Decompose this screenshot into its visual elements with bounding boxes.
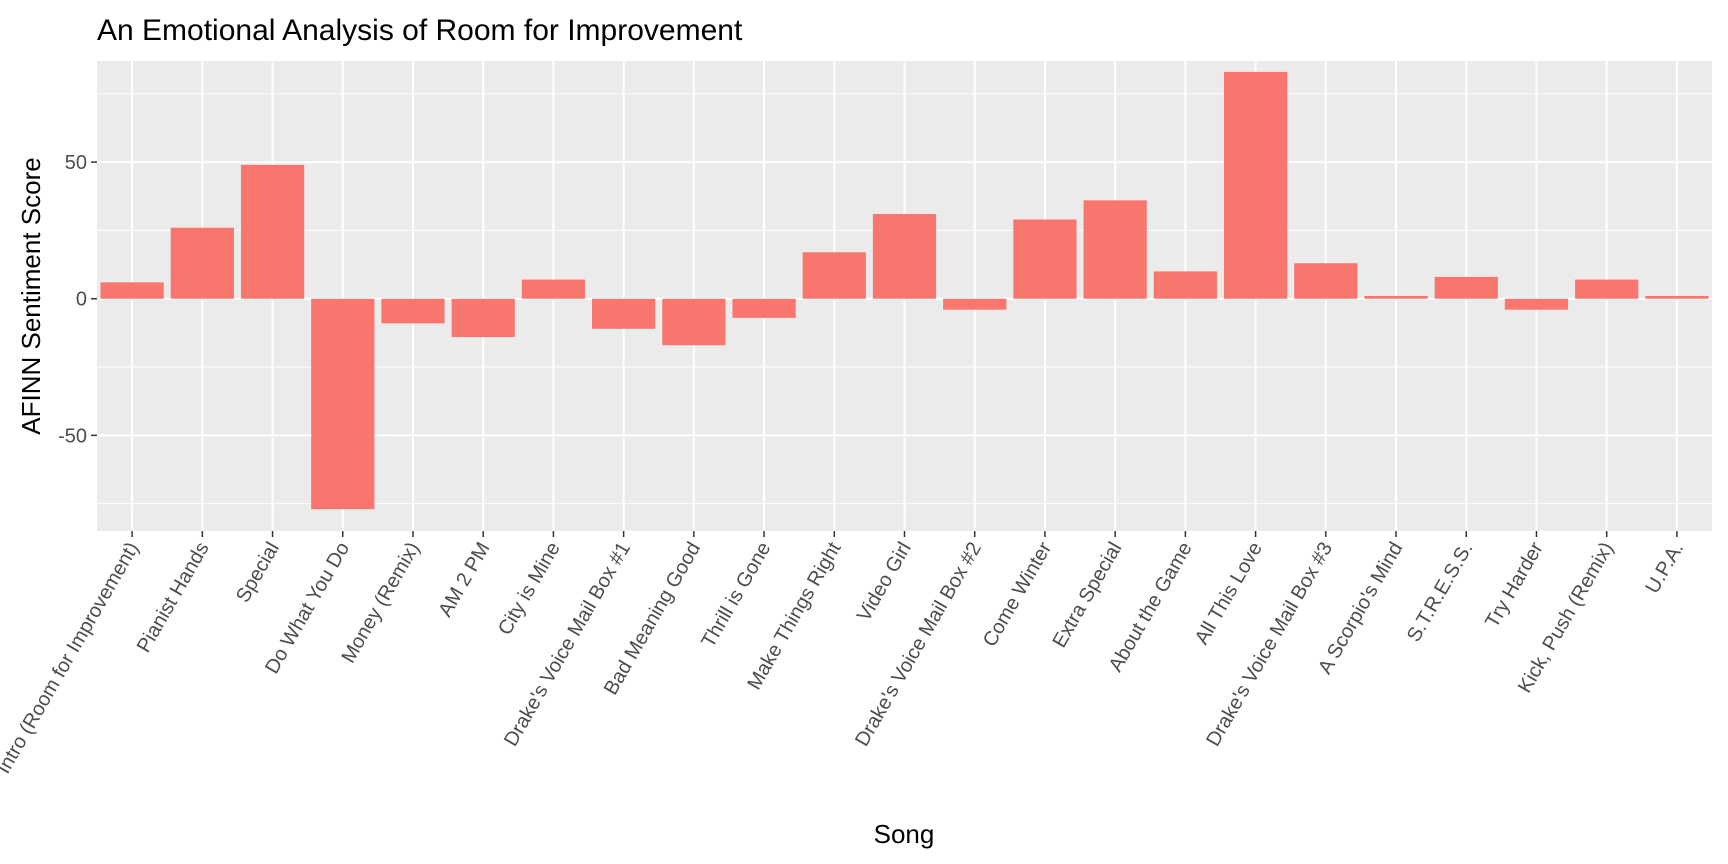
y-tick-label: 0 (76, 289, 87, 311)
bar (1504, 298, 1569, 310)
x-tick-label: S.T.R.E.S.S. (1403, 539, 1478, 646)
x-tick-label: U.P.A. (1642, 539, 1689, 598)
chart-title: An Emotional Analysis of Room for Improv… (97, 14, 743, 47)
bar (170, 227, 234, 299)
plot-area (97, 61, 1712, 531)
x-tick-label: Try Harder (1481, 538, 1548, 631)
y-axis: -50 0 50 (58, 152, 97, 447)
bar (100, 282, 164, 299)
bar (802, 252, 866, 299)
bar (521, 279, 586, 299)
x-tick-label: Drake's Voice Mail Box #3 (1202, 539, 1337, 751)
x-tick-label: Pianist Hands (133, 539, 214, 657)
bar (311, 298, 375, 510)
bar (1575, 279, 1639, 299)
x-tick-label: All This Love (1191, 539, 1267, 649)
x-tick-label: Intro (Room for Improvement) (0, 539, 143, 778)
x-tick-label: Video Girl (853, 539, 916, 626)
bar (592, 298, 656, 329)
x-axis-title: Song (874, 819, 935, 849)
x-tick-label: AM 2 PM (434, 539, 494, 621)
y-tick-label: -50 (58, 425, 87, 447)
x-tick-label: City is Mine (494, 539, 565, 640)
bar (732, 298, 796, 318)
bar (662, 298, 726, 346)
bar (1083, 200, 1147, 299)
x-tick-label: Come Winter (979, 538, 1057, 650)
bar (1434, 276, 1498, 299)
bar (1013, 219, 1077, 299)
bar (240, 164, 305, 299)
bars (100, 71, 1709, 510)
bar (1364, 296, 1428, 299)
bar (381, 298, 445, 324)
bar (1153, 271, 1217, 299)
x-tick-label: Extra Special (1049, 539, 1127, 652)
x-tick-label: Special (232, 539, 284, 607)
y-tick-label: 50 (65, 152, 87, 174)
bar (1223, 71, 1288, 299)
bar (943, 298, 1007, 310)
x-tick-label: Thrill is Gone (697, 539, 775, 652)
y-axis-title: AFINN Sentiment Score (16, 157, 46, 434)
x-tick-label: Drake's Voice Mail Box #1 (500, 539, 635, 751)
bar (1645, 296, 1709, 299)
x-tick-label: Money (Remix) (337, 539, 424, 667)
x-tick-label: Drake's Voice Mail Box #2 (851, 539, 986, 751)
bar (451, 298, 515, 337)
bar (872, 214, 937, 299)
bar (1294, 263, 1358, 299)
x-axis: Intro (Room for Improvement)Pianist Hand… (0, 531, 1688, 778)
